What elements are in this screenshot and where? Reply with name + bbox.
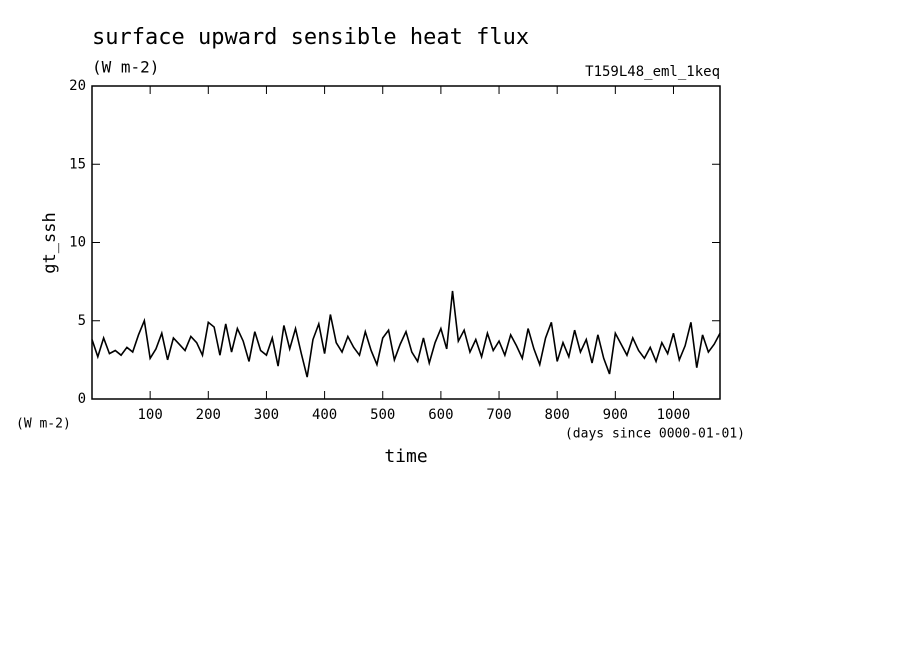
x-tick-label: 100 xyxy=(137,407,162,423)
y-axis-label: gt_ssh xyxy=(40,212,60,273)
x-tick-label: 200 xyxy=(196,407,221,423)
x-tick-label: 900 xyxy=(603,407,628,423)
x-tick-label: 600 xyxy=(428,407,453,423)
x-axis-label: time xyxy=(384,446,427,467)
annotation: T159L48_eml_1keq xyxy=(585,64,720,80)
x-tick-label: 400 xyxy=(312,407,337,423)
x-tick-label: 800 xyxy=(545,407,570,423)
chart-title: surface upward sensible heat flux xyxy=(92,25,529,50)
x-units: (days since 0000-01-01) xyxy=(565,427,745,442)
y-units: (W m-2) xyxy=(16,417,71,432)
y-tick-label: 5 xyxy=(78,313,86,329)
y-tick-label: 0 xyxy=(78,391,86,407)
y-tick-label: 20 xyxy=(69,78,86,94)
y-tick-label: 15 xyxy=(69,156,86,172)
data-line xyxy=(91,290,721,378)
x-tick-label: 1000 xyxy=(657,407,691,423)
x-tick-label: 700 xyxy=(486,407,511,423)
chart-subtitle: (W m-2) xyxy=(92,58,159,77)
y-tick-label: 10 xyxy=(69,235,86,251)
x-tick-label: 500 xyxy=(370,407,395,423)
x-tick-label: 300 xyxy=(254,407,279,423)
